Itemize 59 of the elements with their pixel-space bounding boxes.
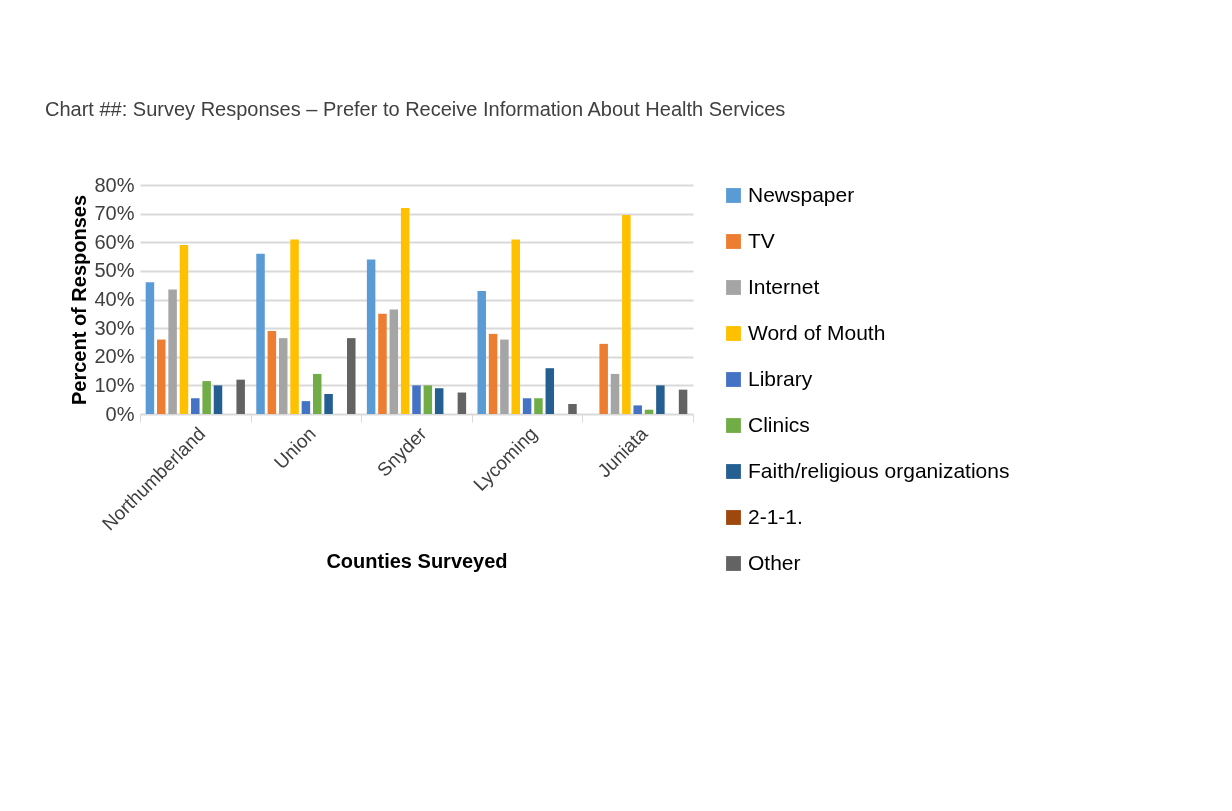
- bar: [400, 207, 410, 414]
- bar: [191, 398, 200, 414]
- bar: [412, 385, 421, 414]
- legend-label: Library: [748, 366, 813, 390]
- legend-label: Newspaper: [748, 182, 855, 206]
- bar: [389, 309, 399, 414]
- x-axis-title: Counties Surveyed: [326, 550, 508, 573]
- y-tick-label: 80%: [94, 173, 135, 196]
- legend-label: Other: [748, 550, 801, 574]
- y-tick-label: 50%: [94, 259, 135, 282]
- bar: [457, 392, 467, 414]
- bar: [347, 338, 356, 414]
- y-tick-label: 40%: [94, 288, 135, 310]
- bar: [301, 401, 311, 414]
- bar: [324, 393, 333, 414]
- y-tick-label: 0%: [105, 402, 135, 425]
- bar: [168, 289, 177, 414]
- bar: [678, 389, 688, 414]
- bar: [477, 290, 486, 414]
- bar: [488, 333, 498, 414]
- y-tick-label: 20%: [94, 345, 135, 368]
- bar: [267, 330, 277, 414]
- bar: [534, 398, 543, 414]
- legend-label: Clinics: [748, 412, 810, 436]
- bar: [610, 373, 620, 414]
- legend-label: Word of Mouth: [748, 320, 886, 344]
- bar: [278, 338, 288, 414]
- bar: [202, 381, 211, 414]
- y-tick-label: 60%: [94, 230, 135, 253]
- bar: [633, 405, 642, 414]
- bar: [434, 388, 444, 414]
- legend-label: TV: [748, 228, 775, 252]
- bar: [213, 385, 223, 414]
- bar: [511, 239, 521, 414]
- bar: [378, 313, 387, 414]
- bar: [179, 245, 189, 414]
- legend-label: Faith/religious organizations: [748, 458, 1010, 482]
- bar: [236, 379, 245, 414]
- y-tick-label: 30%: [94, 316, 135, 339]
- bar: [500, 339, 509, 414]
- bar: [145, 282, 155, 414]
- legend-label: Internet: [748, 274, 820, 298]
- chart-title: Chart ##: Survey Responses – Prefer to Receive Information About Health Services: [45, 98, 786, 120]
- bar: [256, 253, 265, 414]
- y-tick-label: 70%: [94, 202, 135, 225]
- bar: [568, 403, 577, 414]
- y-tick-label: 10%: [94, 373, 135, 396]
- bar: [290, 239, 299, 414]
- legend-label: 2-1-1.: [748, 504, 803, 528]
- bar: [522, 398, 532, 414]
- bar: [545, 368, 555, 414]
- y-axis-title: Percent of Responses: [68, 194, 91, 406]
- bar: [423, 385, 433, 414]
- bar: [622, 215, 631, 414]
- bar: [656, 385, 665, 414]
- bar: [157, 339, 166, 414]
- bar: [312, 373, 322, 414]
- bar: [366, 259, 376, 414]
- bar: [599, 343, 608, 414]
